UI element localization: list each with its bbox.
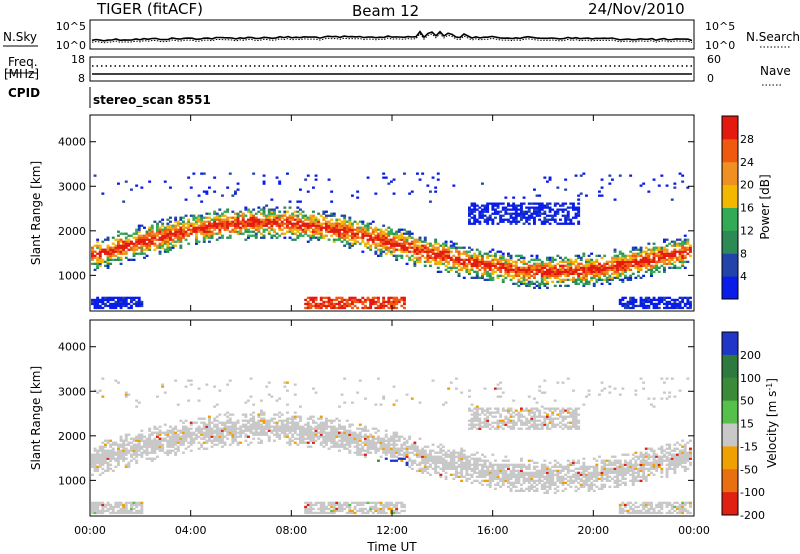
colorbar-tick-label: 8 <box>740 247 747 260</box>
colorbar-swatch <box>722 138 738 163</box>
colorbar-tick-label: -15 <box>740 440 758 453</box>
power-colorbar-title: Power [dB] <box>758 174 772 239</box>
colorbar-tick-label: -100 <box>740 486 765 499</box>
x-tick-label: 20:00 <box>577 524 609 537</box>
noise-right-bottom-tick: 10^0 <box>705 39 735 52</box>
x-tick-label: 00:00 <box>678 524 710 537</box>
colorbar-swatch <box>722 377 738 402</box>
noise-panel: N.Sky N.Search 10^5 10^0 10^5 10^0 <box>3 19 800 52</box>
cpid-value: stereo_scan 8551 <box>93 93 211 108</box>
colorbar-tick-label: 15 <box>740 418 754 431</box>
freq-panel: Freq. [MHz] Nave 18 8 60 0 <box>4 53 791 86</box>
noise-search-label: N.Search <box>746 30 800 44</box>
power-panel: 1000 2000 3000 4000 Slant Range [km] <box>29 114 695 312</box>
nave-top-tick: 60 <box>707 53 721 66</box>
power-colorbar: 4 8 12 16 20 24 28 Power [dB] <box>721 115 772 300</box>
velocity-heatmap <box>91 377 692 515</box>
velocity-y-ticks: 1000 2000 3000 4000 <box>58 341 694 487</box>
colorbar-swatch <box>722 184 738 208</box>
nave-label: Nave <box>760 64 791 78</box>
noise-left-bottom-tick: 10^0 <box>56 39 86 52</box>
y-tick-label: 3000 <box>58 385 86 398</box>
colorbar-tick-label: -200 <box>740 509 765 522</box>
colorbar-swatch <box>722 332 738 356</box>
velocity-colorbar-title: Velocity [m s-1] <box>765 378 779 468</box>
x-tick-label: 16:00 <box>477 524 509 537</box>
freq-label-line2: [MHz] <box>4 67 39 81</box>
colorbar-swatch <box>722 423 738 447</box>
colorbar-swatch <box>722 492 738 516</box>
power-y-ticks: 1000 2000 3000 4000 <box>58 136 694 282</box>
colorbar-swatch <box>722 400 738 424</box>
x-tick-label: 04:00 <box>175 524 207 537</box>
x-tick-label: 00:00 <box>74 524 106 537</box>
colorbar-tick-label: 100 <box>740 372 761 385</box>
y-tick-label: 3000 <box>58 180 86 193</box>
colorbar-swatch <box>722 276 738 300</box>
time-axis: 00:00 04:00 08:00 12:00 16:00 20:00 00:00 <box>74 115 710 537</box>
y-tick-label: 2000 <box>58 430 86 443</box>
colorbar-tick-label: 50 <box>740 395 754 408</box>
velocity-panel: 1000 2000 3000 4000 Slant Range [km] <box>29 319 695 517</box>
y-tick-label: 2000 <box>58 225 86 238</box>
colorbar-tick-label: 4 <box>740 270 747 283</box>
colorbar-swatch <box>722 116 738 140</box>
freq-top-tick: 18 <box>71 53 85 66</box>
colorbar-swatch <box>722 446 738 470</box>
colorbar-tick-label: 16 <box>740 202 754 215</box>
noise-sky-label: N.Sky <box>3 30 37 44</box>
noise-search-line <box>91 32 693 44</box>
colorbar-swatch <box>722 253 738 277</box>
x-tick-label: 08:00 <box>275 524 307 537</box>
power-heatmap <box>91 172 692 310</box>
colorbar-swatch <box>722 230 738 254</box>
colorbar-swatch <box>722 207 738 231</box>
colorbar-tick-label: 28 <box>740 133 754 146</box>
noise-left-top-tick: 10^5 <box>56 20 86 33</box>
colorbar-swatch <box>722 161 738 186</box>
power-ylabel: Slant Range [km] <box>29 161 43 265</box>
colorbar-tick-label: 24 <box>740 156 754 169</box>
beam-title: Beam 12 <box>352 2 419 20</box>
velocity-ylabel: Slant Range [km] <box>29 366 43 470</box>
y-tick-label: 4000 <box>58 136 86 149</box>
colorbar-tick-label: 20 <box>740 179 754 192</box>
noise-right-top-tick: 10^5 <box>705 20 735 33</box>
y-tick-label: 4000 <box>58 341 86 354</box>
y-tick-label: 1000 <box>58 474 86 487</box>
colorbar-tick-label: 200 <box>740 349 761 362</box>
y-tick-label: 1000 <box>58 269 86 282</box>
freq-bottom-tick: 8 <box>78 72 85 85</box>
noise-sky-line <box>91 30 693 42</box>
cpid-label: CPID <box>8 86 40 100</box>
station-title: TIGER (fitACF) <box>96 0 203 18</box>
nave-bottom-tick: 0 <box>707 72 714 85</box>
velocity-colorbar: 200 100 50 15 -15 -50 -100 -200 Velocity [m s-1… <box>721 331 779 522</box>
x-axis-label: Time UT <box>366 540 417 554</box>
colorbar-swatch <box>722 354 738 379</box>
date-title: 24/Nov/2010 <box>588 0 685 18</box>
colorbar-swatch <box>722 469 738 493</box>
colorbar-tick-label: -50 <box>740 463 758 476</box>
x-tick-label: 12:00 <box>376 524 408 537</box>
freq-label-line1: Freq. <box>8 55 38 69</box>
colorbar-tick-label: 12 <box>740 224 754 237</box>
